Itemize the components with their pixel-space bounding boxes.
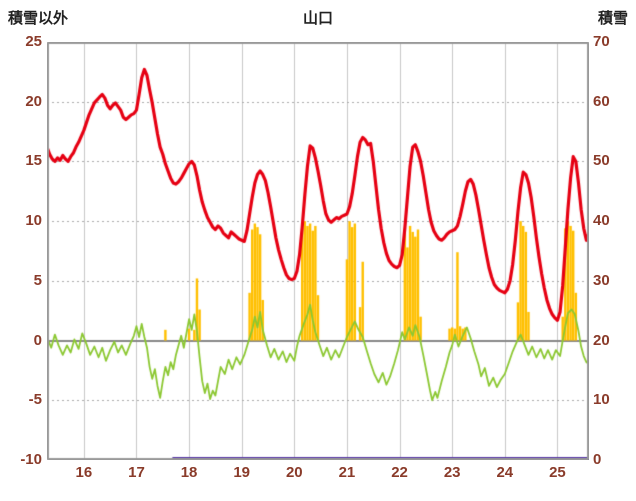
left-axis-tick: 20 — [25, 92, 42, 110]
x-axis-tick: 18 — [180, 464, 198, 481]
left-axis-tick: 15 — [25, 152, 42, 170]
left-axis-title: 積雪以外 — [8, 10, 69, 27]
right-axis-tick: 30 — [593, 271, 610, 289]
right-axis-tick: 40 — [593, 212, 610, 230]
right-axis-tick: 10 — [593, 391, 610, 409]
left-axis-tick: 0 — [33, 331, 42, 349]
left-axis-tick: 10 — [25, 212, 42, 230]
x-axis-tick: 19 — [233, 464, 251, 481]
right-axis-tick: 50 — [593, 152, 610, 170]
chart-plot-area — [47, 42, 589, 460]
x-axis-tick: 21 — [338, 464, 356, 481]
right-axis-tick: 60 — [593, 92, 610, 110]
chart-title: 山口 — [302, 10, 333, 27]
left-axis-tick: 25 — [25, 33, 42, 50]
x-axis-tick: 22 — [391, 464, 408, 481]
right-axis-tick: 0 — [593, 451, 602, 468]
x-axis-tick: 25 — [549, 464, 566, 481]
x-axis-tick: 24 — [496, 464, 514, 481]
right-axis-tick: 20 — [593, 331, 610, 349]
left-axis-tick: -5 — [28, 391, 42, 409]
x-axis-tick: 16 — [75, 464, 93, 481]
left-axis-tick: -10 — [20, 451, 42, 468]
right-axis-title: 積雪 — [597, 10, 628, 27]
x-axis-tick: 20 — [285, 464, 303, 481]
right-axis-tick: 70 — [593, 33, 610, 50]
left-axis-tick: 5 — [33, 271, 42, 289]
x-axis-tick: 17 — [128, 464, 145, 481]
x-axis-tick: 23 — [443, 464, 461, 481]
